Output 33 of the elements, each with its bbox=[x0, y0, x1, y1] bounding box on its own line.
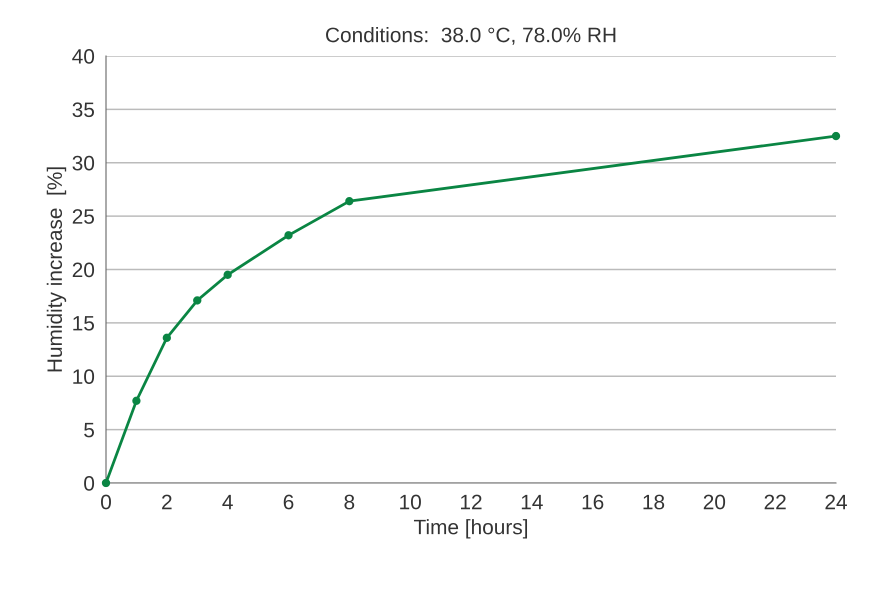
x-tick-label: 2 bbox=[162, 494, 172, 510]
point bbox=[162, 334, 171, 342]
x-tick-label: 10 bbox=[400, 494, 421, 510]
y-tick-label: 35 bbox=[72, 102, 94, 118]
y-tick-label: 40 bbox=[72, 49, 94, 64]
x-tick-label: 12 bbox=[461, 494, 482, 510]
x-tick-label: 4 bbox=[222, 494, 233, 510]
chart-title: Conditions: 38.0 °C, 78.0% RH bbox=[326, 27, 616, 45]
x-tick-label: 0 bbox=[101, 494, 111, 510]
y-tick-label: 30 bbox=[72, 156, 94, 171]
x-tick-label: 18 bbox=[644, 494, 664, 510]
y-axis-title: Humidity increase [%] bbox=[46, 167, 66, 372]
y-tick-label: 5 bbox=[84, 422, 94, 438]
x-axis-title: Time [hours] bbox=[414, 519, 528, 539]
x-tick-label: 6 bbox=[284, 494, 294, 510]
point bbox=[132, 396, 141, 405]
x-tick-label: 22 bbox=[764, 494, 786, 510]
point bbox=[284, 231, 293, 240]
point bbox=[832, 132, 840, 140]
y-tick-label: 0 bbox=[84, 476, 94, 491]
y-tick-label: 15 bbox=[73, 316, 94, 331]
x-tick-label: 8 bbox=[344, 494, 354, 510]
x-tick-label: 14 bbox=[522, 494, 543, 510]
x-tick-label: 24 bbox=[825, 494, 847, 510]
y-tick-label: 20 bbox=[72, 262, 94, 278]
x-tick-label: 20 bbox=[704, 494, 726, 510]
point bbox=[345, 197, 354, 206]
y-tick-label: 25 bbox=[72, 209, 94, 224]
y-tick-label: 10 bbox=[73, 369, 94, 384]
point bbox=[193, 296, 202, 305]
point bbox=[224, 270, 232, 280]
point bbox=[102, 478, 110, 488]
x-tick-label: 16 bbox=[582, 494, 604, 510]
